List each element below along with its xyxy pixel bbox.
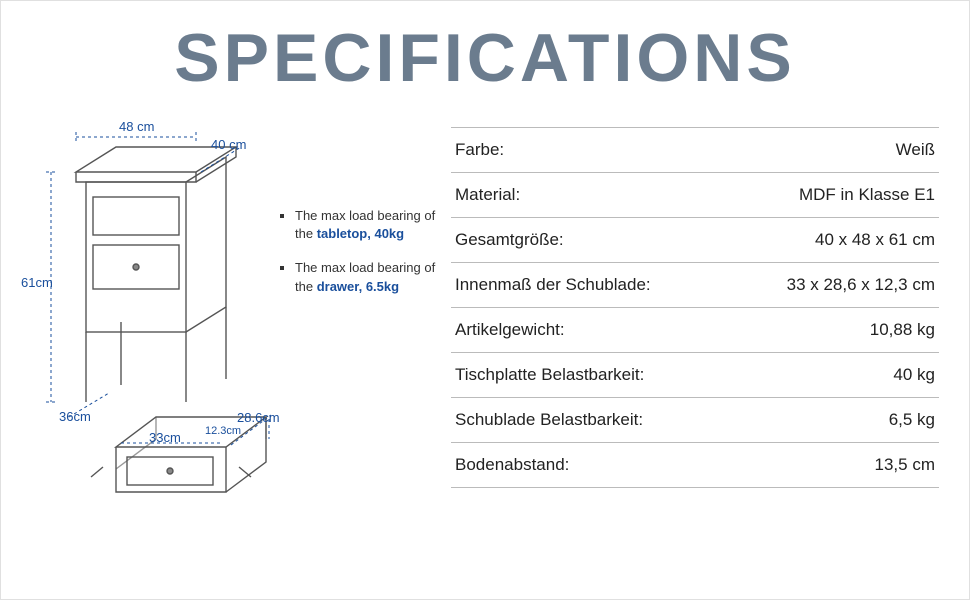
spec-value: 33 x 28,6 x 12,3 cm: [787, 275, 935, 295]
note-tabletop: The max load bearing of the tabletop, 40…: [295, 207, 441, 243]
spec-value: 13,5 cm: [875, 455, 935, 475]
load-notes: The max load bearing of the tabletop, 40…: [281, 207, 441, 312]
table-row: Gesamtgröße: 40 x 48 x 61 cm: [451, 217, 939, 262]
table-row: Bodenabstand: 13,5 cm: [451, 442, 939, 488]
dim-drawer-width: 33cm: [149, 430, 181, 445]
table-row: Artikelgewicht: 10,88 kg: [451, 307, 939, 352]
spec-label: Artikelgewicht:: [455, 320, 565, 340]
table-row: Schublade Belastbarkeit: 6,5 kg: [451, 397, 939, 442]
spec-label: Material:: [455, 185, 520, 205]
spec-label: Schublade Belastbarkeit:: [455, 410, 643, 430]
diagram-svg: [21, 117, 281, 537]
note-highlight: tabletop, 40kg: [317, 226, 404, 241]
spec-label: Gesamtgröße:: [455, 230, 564, 250]
table-row: Tischplatte Belastbarkeit: 40 kg: [451, 352, 939, 397]
table-row: Material: MDF in Klasse E1: [451, 172, 939, 217]
page-title: SPECIFICATIONS: [1, 19, 969, 97]
dim-height: 61cm: [21, 275, 53, 290]
spec-label: Tischplatte Belastbarkeit:: [455, 365, 644, 385]
spec-table: Farbe: Weiß Material: MDF in Klasse E1 G…: [451, 127, 939, 537]
diagram-panel: 48 cm 40 cm 61cm 36cm 28.6cm 33cm 12.3cm…: [21, 117, 441, 537]
note-drawer: The max load bearing of the drawer, 6.5k…: [295, 259, 441, 295]
table-row: Innenmaß der Schublade: 33 x 28,6 x 12,3…: [451, 262, 939, 307]
dim-base-depth: 36cm: [59, 409, 91, 424]
spec-value: 40 x 48 x 61 cm: [815, 230, 935, 250]
spec-value: 6,5 kg: [889, 410, 935, 430]
spec-label: Bodenabstand:: [455, 455, 569, 475]
note-highlight: drawer, 6.5kg: [317, 279, 399, 294]
dim-width-top: 48 cm: [119, 119, 154, 134]
table-row: Farbe: Weiß: [451, 127, 939, 172]
content-row: 48 cm 40 cm 61cm 36cm 28.6cm 33cm 12.3cm…: [1, 117, 969, 537]
spec-value: Weiß: [896, 140, 935, 160]
spec-label: Innenmaß der Schublade:: [455, 275, 651, 295]
dim-drawer-depth: 28.6cm: [237, 410, 280, 425]
spec-label: Farbe:: [455, 140, 504, 160]
nightstand-diagram: 48 cm 40 cm 61cm 36cm 28.6cm 33cm 12.3cm: [21, 117, 281, 537]
dim-drawer-height: 12.3cm: [205, 425, 241, 437]
dim-depth-top: 40 cm: [211, 137, 246, 152]
spec-value: 10,88 kg: [870, 320, 935, 340]
spec-value: 40 kg: [893, 365, 935, 385]
spec-value: MDF in Klasse E1: [799, 185, 935, 205]
